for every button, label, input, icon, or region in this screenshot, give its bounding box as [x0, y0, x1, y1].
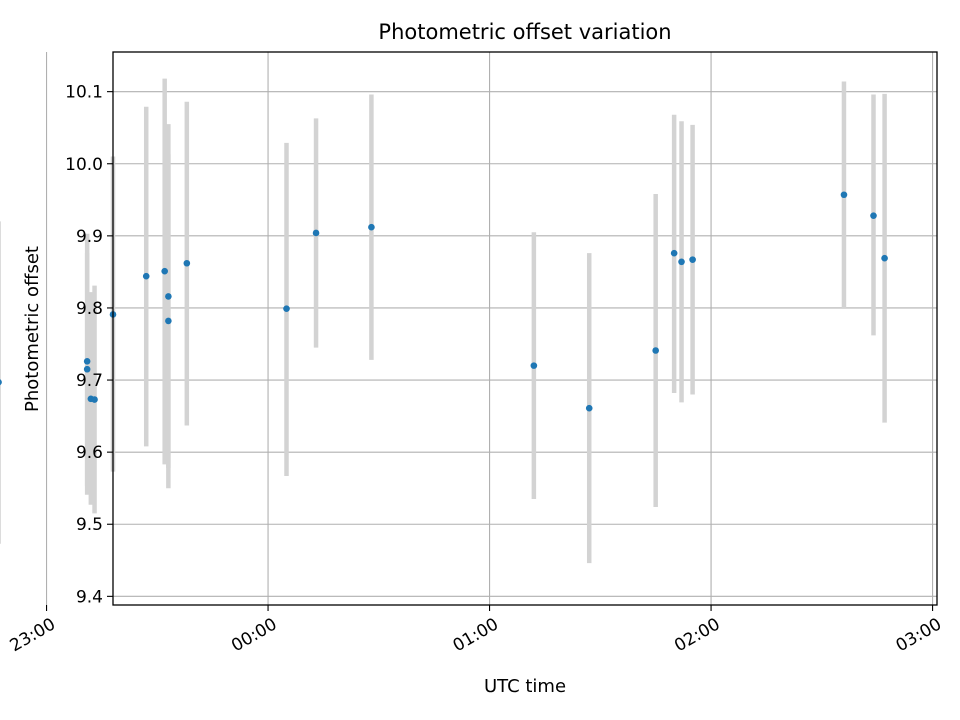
data-point	[161, 267, 168, 275]
data-point	[689, 256, 696, 263]
data-point	[670, 249, 678, 257]
x-axis-label: UTC time	[484, 676, 566, 697]
data-point	[142, 272, 150, 280]
x-tick-label: 01:00	[450, 614, 502, 656]
data-point	[881, 254, 888, 262]
data-point	[183, 259, 191, 267]
data-point	[165, 293, 172, 300]
data-point	[165, 317, 172, 325]
data-point	[585, 404, 593, 412]
x-tick-label: 23:00	[7, 614, 59, 656]
y-tick-label: 10.0	[65, 155, 103, 175]
y-tick-label: 9.8	[76, 299, 103, 319]
data-point	[83, 365, 91, 373]
data-point	[0, 379, 2, 386]
y-tick-label: 9.9	[76, 227, 103, 247]
x-tick-label: 00:00	[228, 614, 280, 656]
error-bars	[0, 78, 887, 564]
data-point	[678, 258, 685, 266]
data-point	[91, 396, 98, 403]
y-tick-label: 10.1	[65, 83, 103, 103]
data-points	[0, 191, 888, 412]
data-point	[870, 212, 877, 219]
y-tick-label: 9.5	[76, 515, 103, 535]
y-tick-label: 9.4	[76, 587, 103, 607]
data-point	[83, 358, 91, 365]
y-axis-label: Photometric offset	[22, 246, 43, 412]
y-tick-label: 9.7	[76, 371, 103, 391]
data-point	[312, 229, 320, 237]
data-point	[530, 362, 538, 369]
data-point	[840, 191, 848, 199]
data-point	[283, 305, 290, 312]
x-tick-label: 02:00	[671, 614, 723, 656]
chart-title: Photometric offset variation	[378, 20, 671, 44]
x-tick-label: 03:00	[893, 614, 945, 656]
y-tick-label: 9.6	[76, 443, 103, 463]
grid	[45, 52, 937, 605]
y-axis-ticks: 9.4 9.5 9.6 9.7 9.8 9.9 10.0 10.1	[65, 83, 113, 607]
data-point	[652, 347, 659, 354]
plot-frame	[112, 51, 938, 606]
data-point	[368, 223, 375, 231]
